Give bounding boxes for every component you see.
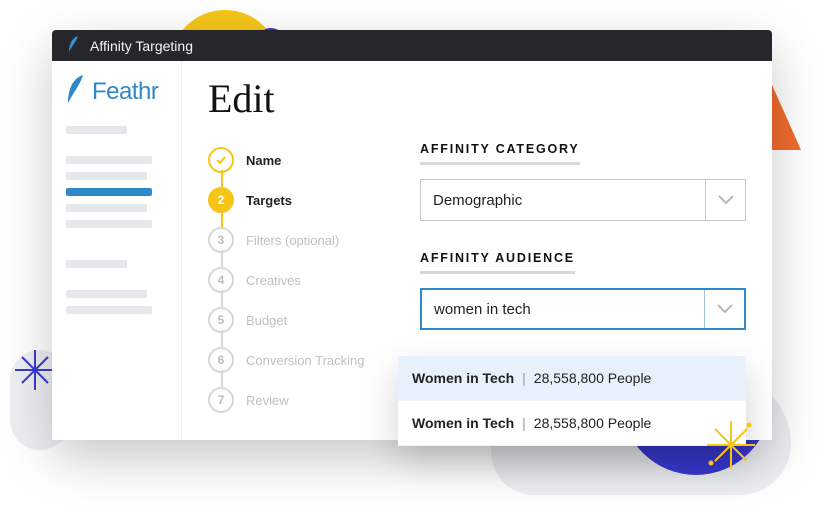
window-body: Feathr Edit (52, 61, 772, 440)
brand[interactable]: Feathr (66, 75, 167, 108)
label-affinity-audience: AFFINITY AUDIENCE (420, 251, 575, 274)
nav-skel-item (66, 306, 152, 314)
audience-dropdown: Women in Tech | 28,558,800 People Women … (398, 356, 746, 446)
dropdown-option[interactable]: Women in Tech | 28,558,800 People (398, 401, 746, 446)
feather-mini-icon (68, 36, 80, 55)
step-label: Creatives (246, 273, 301, 288)
select-value: Demographic (433, 192, 522, 209)
option-name: Women in Tech (412, 370, 514, 386)
step-circle: 3 (208, 227, 234, 253)
step-label: Targets (246, 193, 292, 208)
app-window: Affinity Targeting Feathr (52, 30, 772, 440)
select-value: women in tech (434, 301, 531, 318)
chevron-down-icon (704, 290, 744, 328)
dropdown-option[interactable]: Women in Tech | 28,558,800 People (398, 356, 746, 401)
sidebar: Feathr (52, 61, 182, 440)
nav-skel-item-active (66, 188, 152, 196)
nav-placeholder (66, 126, 167, 314)
step-circle (208, 147, 234, 173)
label-affinity-category: AFFINITY CATEGORY (420, 142, 580, 165)
step-budget[interactable]: 5 Budget (208, 300, 388, 340)
nav-skel-item (66, 172, 147, 180)
nav-skel-item (66, 290, 147, 298)
step-circle: 2 (208, 187, 234, 213)
nav-skel-item (66, 156, 152, 164)
step-creatives[interactable]: 4 Creatives (208, 260, 388, 300)
option-divider: | (522, 415, 526, 431)
chevron-down-icon (705, 180, 745, 220)
nav-skel-item (66, 220, 152, 228)
option-count: 28,558,800 People (534, 370, 652, 386)
step-filters[interactable]: 3 Filters (optional) (208, 220, 388, 260)
window-title: Affinity Targeting (90, 38, 193, 54)
step-label: Filters (optional) (246, 233, 339, 248)
option-count: 28,558,800 People (534, 415, 652, 431)
step-circle: 7 (208, 387, 234, 413)
nav-skel-item (66, 260, 127, 268)
page-title: Edit (208, 75, 746, 122)
option-name: Women in Tech (412, 415, 514, 431)
step-conversion[interactable]: 6 Conversion Tracking (208, 340, 388, 380)
step-circle: 5 (208, 307, 234, 333)
main-content: Edit Name 2 Targets (182, 61, 772, 440)
check-icon (215, 154, 227, 166)
stage: Affinity Targeting Feathr (0, 0, 831, 515)
nav-skel-item (66, 126, 127, 134)
brand-name: Feathr (92, 78, 158, 106)
step-name[interactable]: Name (208, 140, 388, 180)
decor-sparkle-right-icon (701, 415, 761, 475)
step-label: Budget (246, 313, 287, 328)
feather-icon (66, 75, 86, 108)
titlebar: Affinity Targeting (52, 30, 772, 61)
stepper: Name 2 Targets 3 Filters (optional) 4 (208, 140, 388, 420)
step-label: Review (246, 393, 289, 408)
step-review[interactable]: 7 Review (208, 380, 388, 420)
nav-skel-item (66, 204, 147, 212)
step-circle: 6 (208, 347, 234, 373)
select-affinity-audience[interactable]: women in tech (420, 288, 746, 330)
option-divider: | (522, 370, 526, 386)
step-circle: 4 (208, 267, 234, 293)
step-label: Name (246, 153, 281, 168)
step-targets[interactable]: 2 Targets (208, 180, 388, 220)
select-affinity-category[interactable]: Demographic (420, 179, 746, 221)
step-label: Conversion Tracking (246, 353, 365, 368)
